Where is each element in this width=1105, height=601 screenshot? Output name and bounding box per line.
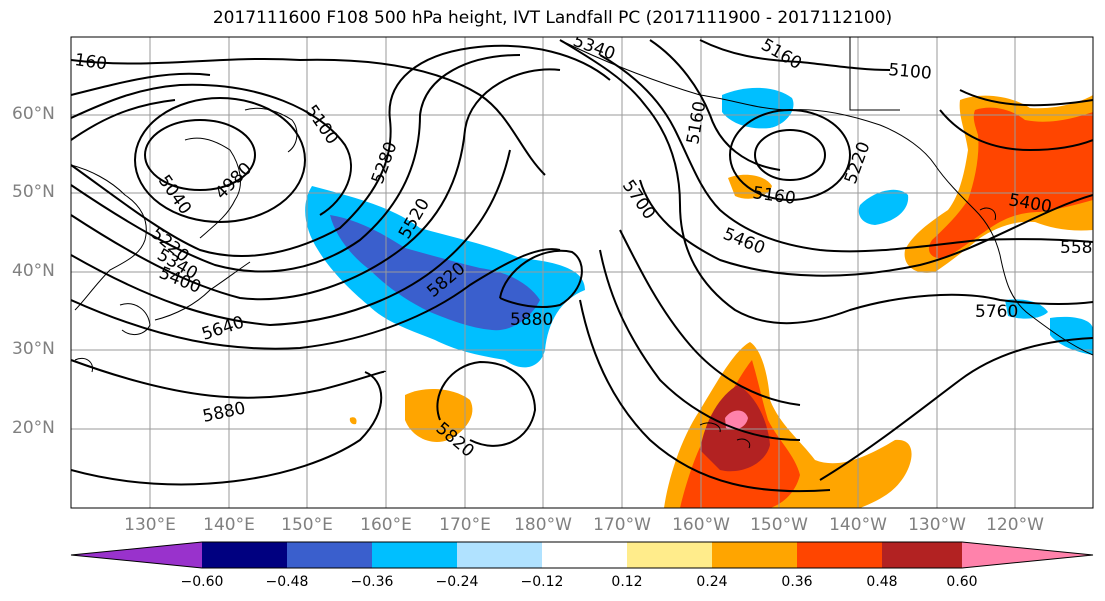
height-contours [71, 39, 1093, 493]
colorbar-swatch [627, 542, 712, 568]
negative-ivt-shading [305, 87, 1093, 368]
lat-label: 50°N [12, 182, 55, 202]
lat-label: 30°N [12, 339, 55, 359]
colorbar-tick-label: −0.60 [180, 574, 224, 590]
contour-label: 160 [73, 50, 108, 74]
contour-label: 5880 [510, 310, 553, 330]
lon-label: 180°W [514, 515, 572, 535]
colorbar-tick-label: 0.36 [781, 574, 813, 590]
colorbar-tick-label: 0.12 [611, 574, 643, 590]
contour-label: 5760 [975, 302, 1018, 322]
colorbar-swatch [287, 542, 372, 568]
contour-label: 558 [1060, 238, 1092, 258]
colorbar-swatch [712, 542, 797, 568]
colorbar-tick-label: 0.60 [946, 574, 978, 590]
lon-label: 170°E [439, 515, 491, 535]
lon-label: 150°E [281, 515, 333, 535]
colorbar-under-arrow [71, 542, 202, 568]
colorbar-swatch [882, 542, 962, 568]
colorbar-tick-label: −0.12 [520, 574, 564, 590]
colorbar-tick-label: −0.48 [265, 574, 309, 590]
lat-label: 40°N [12, 261, 55, 281]
colorbar-tick-label: −0.24 [435, 574, 479, 590]
lon-label: 130°E [124, 515, 176, 535]
lon-label: 120°W [986, 515, 1044, 535]
colorbar-swatch [372, 542, 457, 568]
colorbar-tick-label: −0.36 [350, 574, 394, 590]
colorbar-over-arrow [962, 542, 1093, 568]
lon-label: 150°W [750, 515, 808, 535]
lon-label: 140°W [829, 515, 887, 535]
map-title: 2017111600 F108 500 hPa height, IVT Land… [212, 8, 893, 28]
lon-label: 140°E [203, 515, 255, 535]
lon-label: 130°W [908, 515, 966, 535]
lat-label: 60°N [12, 104, 55, 124]
colorbar [70, 541, 1094, 569]
colorbar-tick-label: 0.24 [696, 574, 728, 590]
positive-ivt-shading [349, 95, 1093, 508]
colorbar-swatch [542, 542, 627, 568]
contour-label: 5100 [888, 60, 933, 84]
colorbar-swatch [457, 542, 542, 568]
lon-label: 160°E [360, 515, 412, 535]
colorbar-swatch [202, 542, 287, 568]
map-frame [70, 36, 1094, 509]
lat-label: 20°N [12, 418, 55, 438]
colorbar-tick-label: 0.48 [866, 574, 898, 590]
lon-label: 160°W [672, 515, 730, 535]
lon-label: 170°W [593, 515, 651, 535]
colorbar-swatch [797, 542, 882, 568]
